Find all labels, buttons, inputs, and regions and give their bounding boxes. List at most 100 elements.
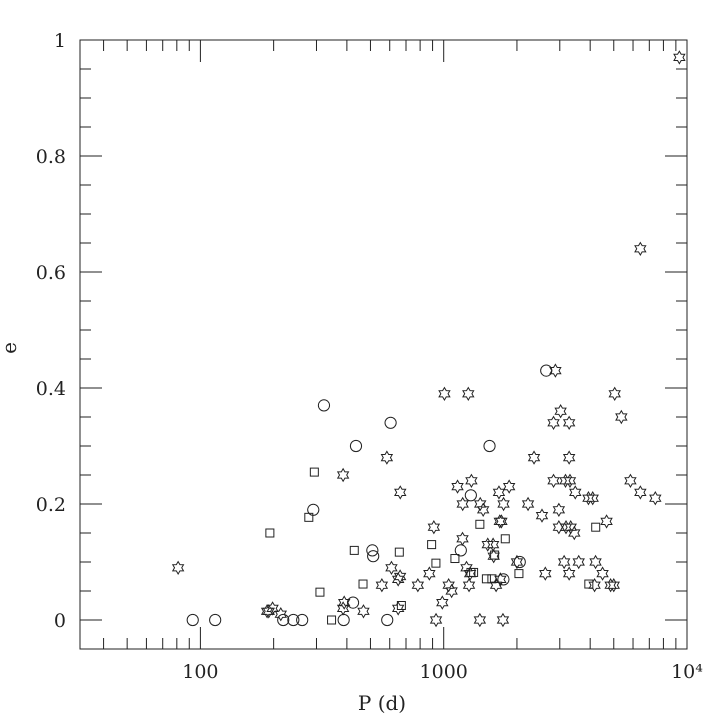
star-point: [562, 415, 576, 430]
star-point: [563, 473, 577, 488]
star-point: [380, 450, 394, 465]
square-point: [358, 579, 368, 589]
square-point: [431, 558, 441, 568]
star-point: [549, 363, 562, 378]
star-point: [624, 473, 637, 488]
circle-point: [483, 439, 496, 453]
star-point: [456, 531, 469, 546]
square-point: [475, 519, 485, 529]
star-point: [423, 566, 436, 581]
circle-point: [366, 544, 379, 557]
square-point: [265, 528, 275, 538]
circle-point: [277, 613, 290, 627]
square-point: [490, 550, 500, 560]
star-point: [589, 554, 602, 570]
star-point: [572, 554, 585, 570]
star-point: [337, 595, 351, 610]
star-point: [582, 491, 595, 506]
star-point: [547, 473, 560, 488]
star-point: [171, 560, 185, 575]
y-tick-label: 0.6: [36, 262, 66, 284]
star-point: [262, 604, 275, 619]
star-point: [496, 612, 510, 628]
y-tick-label: 1: [54, 30, 66, 52]
star-point: [473, 612, 487, 628]
star-point: [429, 612, 443, 628]
star-point: [385, 560, 398, 575]
star-point: [445, 583, 458, 599]
circle-point: [337, 613, 350, 627]
x-tick-label: 10⁴: [671, 661, 703, 683]
y-axis-label: e: [0, 342, 21, 354]
star-point: [393, 569, 407, 584]
star-point: [559, 473, 572, 488]
star-point: [451, 479, 464, 494]
star-point: [462, 386, 475, 401]
circle-point: [307, 503, 320, 516]
square-point: [394, 547, 404, 557]
star-point: [476, 502, 490, 517]
circle-point: [367, 550, 380, 563]
axis-tick-labels: 100 1000 10⁴ 0 0.2 0.4 0.6 0.8 1: [36, 30, 703, 683]
star-point: [436, 595, 449, 610]
star-point: [494, 572, 507, 587]
star-point: [266, 601, 279, 616]
star-point: [600, 514, 613, 529]
circle-point: [317, 399, 331, 412]
y-tick-label: 0.4: [36, 378, 66, 400]
circle-point: [296, 613, 309, 627]
square-point: [315, 587, 325, 597]
star-point: [391, 601, 405, 616]
square-point: [327, 615, 337, 625]
square-point: [396, 601, 406, 610]
star-point: [634, 485, 647, 500]
star-point: [554, 404, 567, 419]
y-tick-label: 0: [54, 610, 66, 632]
star-point: [521, 496, 535, 512]
star-point: [552, 502, 566, 517]
star-point: [562, 566, 576, 581]
square-point: [500, 534, 510, 544]
star-point: [442, 578, 455, 593]
star-point: [456, 496, 469, 512]
star-point: [487, 549, 500, 564]
star-point: [481, 537, 494, 552]
star-point: [495, 514, 508, 529]
star-point: [539, 566, 552, 581]
star-point: [559, 520, 573, 535]
square-point: [309, 467, 319, 477]
star-point: [569, 485, 582, 500]
circle-point: [349, 439, 363, 453]
circle-point: [540, 364, 553, 377]
square-point: [349, 545, 359, 555]
star-point: [527, 450, 541, 465]
star-point: [586, 491, 599, 506]
x-tick-label: 100: [182, 661, 218, 683]
square-point: [487, 574, 497, 584]
star-point: [462, 578, 476, 593]
star-point: [492, 485, 506, 500]
square-point: [304, 512, 314, 522]
circle-point: [346, 596, 360, 609]
star-point: [535, 508, 549, 523]
circle-point: [186, 613, 199, 627]
star-point: [394, 485, 407, 500]
star-point: [502, 479, 516, 494]
star-point: [274, 607, 288, 622]
star-point: [463, 566, 477, 581]
star-point: [568, 525, 581, 541]
circle-point: [287, 613, 300, 627]
star-point: [411, 578, 425, 593]
x-axis-label: P (d): [358, 691, 406, 715]
star-point: [673, 50, 686, 65]
star-point: [588, 578, 601, 593]
circle-point: [381, 613, 394, 627]
circle-point: [513, 555, 526, 569]
star-point: [474, 496, 487, 512]
star-point: [596, 566, 609, 581]
star-point: [547, 415, 560, 430]
square-point: [469, 567, 479, 577]
square-point: [584, 579, 594, 589]
star-point: [336, 467, 350, 483]
